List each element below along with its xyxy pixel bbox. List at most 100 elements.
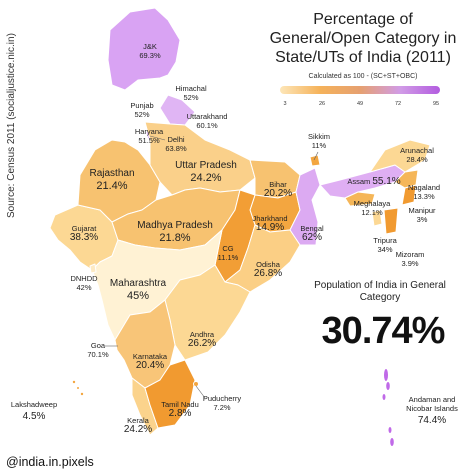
- label-nagaland: Nagaland 13.3%: [408, 183, 440, 201]
- chart-subtitle: Calculated as 100 - (SC+ST+OBC): [308, 73, 418, 80]
- region-value: 20.4%: [135, 360, 165, 371]
- region-name: Tamil Nadu: [161, 400, 199, 409]
- color-scale-bar: [280, 86, 440, 94]
- region-arunachal: [369, 139, 431, 173]
- label-lakshadweep: Lakshadweep 4.5%: [10, 400, 58, 422]
- region-value: 13.3%: [413, 192, 435, 201]
- region-name: Gujarat: [71, 224, 97, 233]
- leader-sikkim: [313, 151, 319, 161]
- region-name: Uttarakhand: [186, 112, 228, 121]
- region-odisha: [224, 224, 301, 293]
- region-puducherry: [193, 381, 199, 387]
- label-rajasthan: Rajasthan 21.4%: [89, 168, 134, 192]
- region-name: Sikkim: [307, 132, 331, 141]
- label-sikkim: Sikkim 11%: [308, 132, 330, 150]
- label-meghalaya: Meghalaya 12.1%: [354, 199, 391, 217]
- region-name: Uttar Pradesh: [175, 160, 237, 171]
- label-goa: Goa 70.1%: [87, 341, 108, 359]
- scale-tick: 72: [394, 101, 402, 107]
- label-andhra: Andhra 26.2%: [187, 330, 217, 349]
- region-tamil-nadu: [144, 359, 196, 429]
- scale-tick: 95: [432, 101, 440, 107]
- region-value: 52%: [183, 93, 199, 102]
- label-delhi: Delhi 63.8%: [165, 135, 186, 153]
- region-name: Meghalaya: [353, 199, 391, 208]
- region-value: 24.2%: [190, 172, 222, 184]
- label-arunachal: Arunachal 28.4%: [400, 146, 434, 164]
- region-value: 34%: [377, 245, 393, 254]
- label-haryana: Haryana 51.5%: [135, 127, 163, 145]
- region-value: 62%: [301, 232, 323, 243]
- label-bengal: Bengal 62%: [300, 224, 324, 243]
- region-value: 4.5%: [22, 411, 46, 422]
- region-name: Tripura: [373, 236, 397, 245]
- title-line-1: Percentage of: [313, 11, 413, 28]
- region-dnhdd: [89, 263, 97, 274]
- region-value: 55.1%: [372, 176, 401, 187]
- region-name: Mizoram: [395, 250, 425, 259]
- label-karnataka: Karnataka 20.4%: [132, 352, 168, 371]
- region-name: Andhra: [189, 330, 215, 339]
- label-himachal: Himachal 52%: [175, 84, 206, 102]
- region-name: Andaman and Nicobar Islands: [406, 395, 458, 413]
- label-uttarakhand: Uttarakhand 60.1%: [187, 112, 228, 130]
- region-name: Manipur: [408, 206, 436, 215]
- scale-tick: 49: [356, 101, 364, 107]
- label-uttar-pradesh: Uttar Pradesh 24.2%: [175, 160, 237, 184]
- region-name: Kerala: [127, 416, 149, 425]
- region-name: Madhya Pradesh: [137, 220, 213, 231]
- region-value: 28.4%: [406, 155, 428, 164]
- region-value: 21.4%: [96, 180, 128, 192]
- region-name: Haryana: [134, 127, 164, 136]
- region-name: Bengal: [300, 224, 324, 233]
- region-name: Odisha: [256, 260, 280, 269]
- region-name: Jharkhand: [252, 214, 288, 223]
- region-andaman: [382, 369, 394, 446]
- region-value: 69.3%: [139, 51, 161, 60]
- label-manipur: Manipur 3%: [408, 206, 435, 224]
- chart-title: Percentage of General/Open Category in S…: [252, 10, 474, 67]
- region-bengal: [289, 167, 321, 246]
- population-label: Population of India in General Category: [314, 280, 446, 303]
- label-madhya-pradesh: Madhya Pradesh 21.8%: [137, 220, 213, 244]
- label-dnhdd: DNHDD 42%: [70, 274, 97, 292]
- region-name: Goa: [90, 341, 106, 350]
- leader-puducherry: [195, 385, 206, 399]
- region-sikkim: [309, 154, 321, 167]
- region-value: 7.2%: [213, 403, 231, 412]
- region-name: Puducherry: [202, 394, 242, 403]
- region-value: 74.4%: [417, 415, 447, 426]
- region-value: 26.8%: [253, 268, 283, 279]
- region-jk: [107, 7, 181, 91]
- label-cg: CG 11.1%: [218, 244, 239, 262]
- label-puducherry: Puducherry 7.2%: [203, 394, 241, 412]
- region-value: 70.1%: [87, 350, 109, 359]
- region-name: Lakshadweep: [10, 400, 58, 409]
- region-value: 26.2%: [187, 338, 217, 349]
- region-value: 11%: [311, 141, 327, 150]
- region-uttar-pradesh: [144, 121, 256, 196]
- label-punjab: Punjab 52%: [130, 101, 153, 119]
- title-line-2: General/Open Category in: [269, 30, 457, 47]
- scale-tick: 26: [318, 101, 326, 107]
- region-name: J&K: [143, 42, 157, 51]
- region-name: Arunachal: [400, 146, 434, 155]
- region-meghalaya: [344, 191, 376, 207]
- region-andhra: [164, 264, 251, 361]
- region-name: Karnataka: [132, 352, 168, 361]
- region-value: 42%: [76, 283, 92, 292]
- credit-handle: @india.in.pixels: [6, 455, 94, 469]
- leader-delhi: [149, 135, 166, 141]
- region-value: 11.1%: [217, 253, 239, 262]
- region-name: Assam: [347, 177, 371, 186]
- region-value: 12.1%: [361, 208, 383, 217]
- region-name: CG: [222, 244, 234, 253]
- region-value: 60.1%: [196, 121, 218, 130]
- region-value: 2.8%: [168, 408, 192, 419]
- region-value: 45%: [126, 290, 150, 302]
- region-name: Rajasthan: [89, 168, 135, 179]
- region-name: Punjab: [130, 101, 154, 110]
- region-value: 51.5%: [138, 136, 160, 145]
- region-value: 3%: [416, 215, 428, 224]
- scale-tick: 3: [283, 101, 287, 107]
